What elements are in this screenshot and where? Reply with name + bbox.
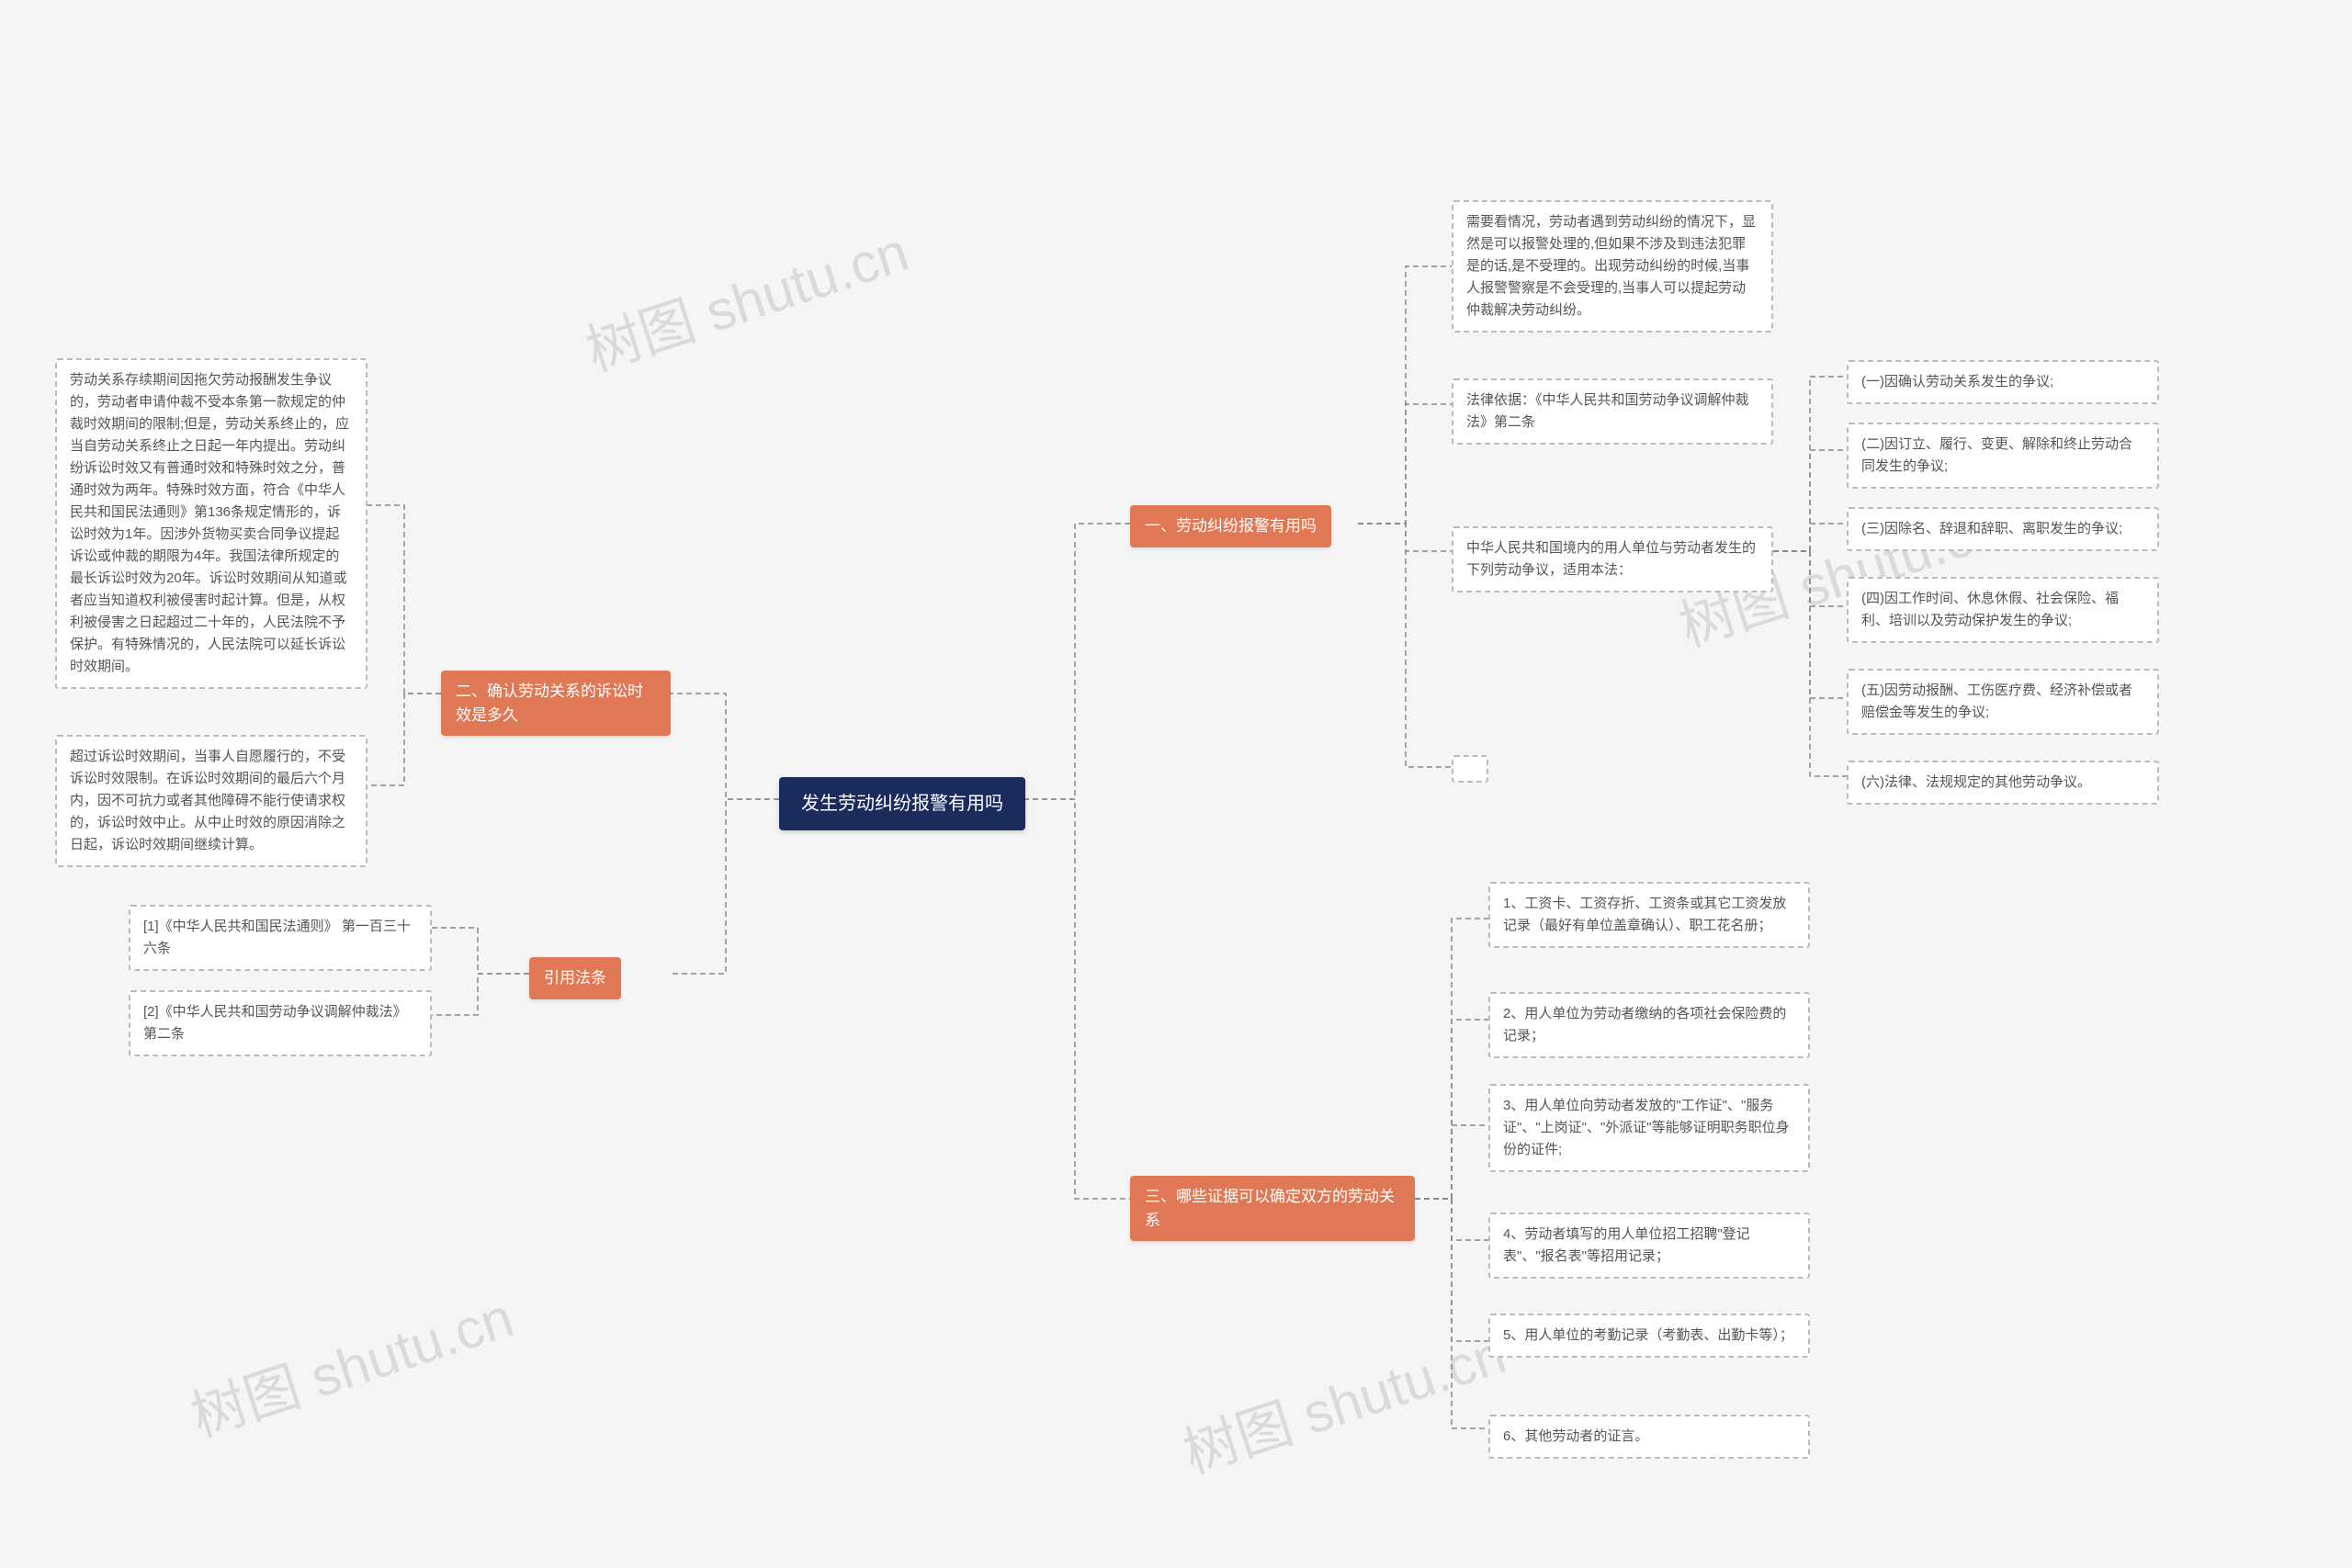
leaf-b2n1: 劳动关系存续期间因拖欠劳动报酬发生争议的，劳动者申请仲裁不受本条第一款规定的仲裁…: [55, 358, 368, 689]
leaf-b1n1: 需要看情况，劳动者遇到劳动纠纷的情况下，显然是可以报警处理的,但如果不涉及到违法…: [1452, 200, 1773, 333]
leaf-b3n3: 3、用人单位向劳动者发放的"工作证"、"服务证"、"上岗证"、"外派证"等能够证…: [1488, 1084, 1810, 1172]
leaf-b4n1: [1]《中华人民共和国民法通则》 第一百三十六条: [129, 905, 432, 971]
leaf-b1n3: 中华人民共和国境内的用人单位与劳动者发生的下列劳动争议，适用本法：: [1452, 526, 1773, 592]
branch-node-3[interactable]: 三、哪些证据可以确定双方的劳动关系: [1130, 1176, 1415, 1241]
branch-node-1[interactable]: 一、劳动纠纷报警有用吗: [1130, 505, 1331, 547]
watermark: 树图 shutu.cn: [179, 1273, 522, 1452]
branch-node-4[interactable]: 引用法条: [529, 957, 621, 999]
leaf-b1n3c6: (六)法律、法规规定的其他劳动争议。: [1847, 761, 2159, 805]
leaf-b3n5: 5、用人单位的考勤记录（考勤表、出勤卡等）；: [1488, 1314, 1810, 1358]
root-node[interactable]: 发生劳动纠纷报警有用吗: [779, 777, 1025, 830]
leaf-b3n1: 1、工资卡、工资存折、工资条或其它工资发放记录（最好有单位盖章确认）、职工花名册…: [1488, 882, 1810, 948]
leaf-b3n6: 6、其他劳动者的证言。: [1488, 1415, 1810, 1459]
leaf-b1n3c1: (一)因确认劳动关系发生的争议;: [1847, 360, 2159, 404]
leaf-b3n4: 4、劳动者填写的用人单位招工招聘"登记表"、"报名表"等招用记录；: [1488, 1213, 1810, 1279]
leaf-b1n2: 法律依据：《中华人民共和国劳动争议调解仲裁法》第二条: [1452, 378, 1773, 445]
watermark: 树图 shutu.cn: [574, 208, 917, 387]
leaf-b3n2: 2、用人单位为劳动者缴纳的各项社会保险费的记录；: [1488, 992, 1810, 1058]
leaf-b2n2: 超过诉讼时效期间，当事人自愿履行的，不受诉讼时效限制。在诉讼时效期间的最后六个月…: [55, 735, 368, 867]
branch-node-2[interactable]: 二、确认劳动关系的诉讼时效是多久: [441, 671, 671, 736]
leaf-b1n3c5: (五)因劳动报酬、工伤医疗费、经济补偿或者赔偿金等发生的争议;: [1847, 669, 2159, 735]
leaf-b1n4: [1452, 755, 1488, 783]
leaf-b1n3c2: (二)因订立、履行、变更、解除和终止劳动合同发生的争议;: [1847, 423, 2159, 489]
leaf-b4n2: [2]《中华人民共和国劳动争议调解仲裁法》第二条: [129, 990, 432, 1056]
leaf-b1n3c4: (四)因工作时间、休息休假、社会保险、福利、培训以及劳动保护发生的争议;: [1847, 577, 2159, 643]
leaf-b1n3c3: (三)因除名、辞退和辞职、离职发生的争议;: [1847, 507, 2159, 551]
watermark: 树图 shutu.cn: [1171, 1310, 1514, 1489]
